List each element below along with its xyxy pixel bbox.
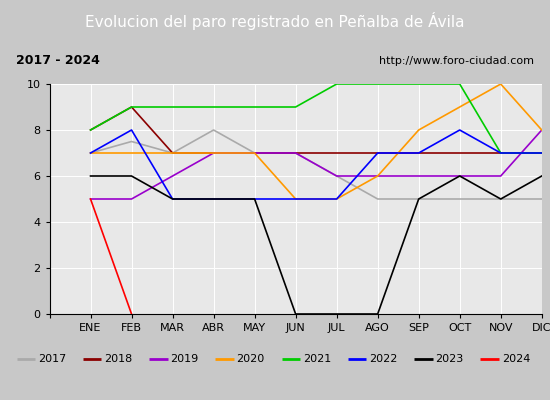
Text: 2020: 2020 bbox=[236, 354, 265, 364]
Text: 2023: 2023 bbox=[436, 354, 464, 364]
Text: 2024: 2024 bbox=[502, 354, 530, 364]
Text: 2017: 2017 bbox=[38, 354, 66, 364]
Text: 2017 - 2024: 2017 - 2024 bbox=[16, 54, 100, 68]
Text: http://www.foro-ciudad.com: http://www.foro-ciudad.com bbox=[379, 56, 534, 66]
Text: 2019: 2019 bbox=[170, 354, 199, 364]
Text: 2022: 2022 bbox=[369, 354, 398, 364]
Text: 2021: 2021 bbox=[303, 354, 331, 364]
Text: Evolucion del paro registrado en Peñalba de Ávila: Evolucion del paro registrado en Peñalba… bbox=[85, 12, 465, 30]
Text: 2018: 2018 bbox=[104, 354, 132, 364]
